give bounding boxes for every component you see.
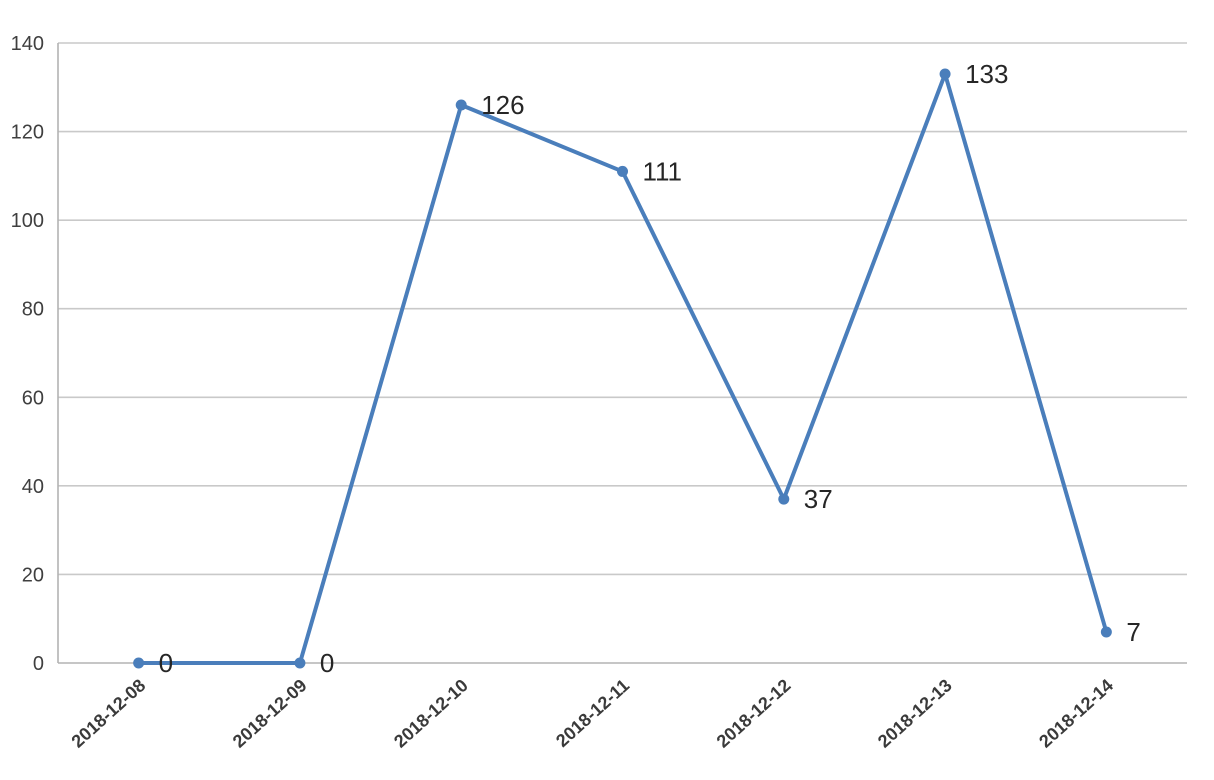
x-tick-label: 2018-12-13 — [874, 675, 956, 751]
data-point-label: 7 — [1126, 617, 1140, 647]
data-point-marker — [778, 493, 790, 505]
data-point-label: 111 — [643, 156, 683, 186]
y-tick-label: 0 — [33, 653, 44, 675]
x-tick-label: 2018-12-09 — [229, 675, 311, 751]
data-point-label: 126 — [481, 90, 524, 120]
data-point-label: 133 — [965, 59, 1008, 89]
data-point-marker — [1100, 626, 1112, 638]
x-tick-label: 2018-12-11 — [552, 675, 633, 751]
y-tick-label: 20 — [22, 564, 44, 586]
y-tick-label: 60 — [22, 387, 44, 409]
data-point-marker — [617, 165, 628, 177]
x-tick-label: 2018-12-12 — [713, 675, 795, 751]
data-point-label: 0 — [159, 648, 173, 678]
data-point-label: 0 — [320, 648, 334, 678]
y-tick-label: 140 — [11, 33, 44, 55]
data-point-marker — [294, 657, 306, 669]
y-tick-label: 120 — [11, 122, 44, 144]
x-tick-label: 2018-12-14 — [1035, 675, 1117, 751]
data-point-label: 37 — [804, 484, 833, 514]
x-tick-label: 2018-12-10 — [390, 675, 472, 751]
x-tick-label: 2018-12-08 — [68, 675, 150, 751]
data-point-marker — [939, 68, 951, 80]
y-tick-label: 80 — [22, 299, 44, 321]
y-tick-label: 40 — [22, 476, 44, 498]
y-tick-label: 100 — [11, 210, 44, 232]
data-point-marker — [133, 657, 145, 669]
data-point-marker — [455, 99, 467, 111]
